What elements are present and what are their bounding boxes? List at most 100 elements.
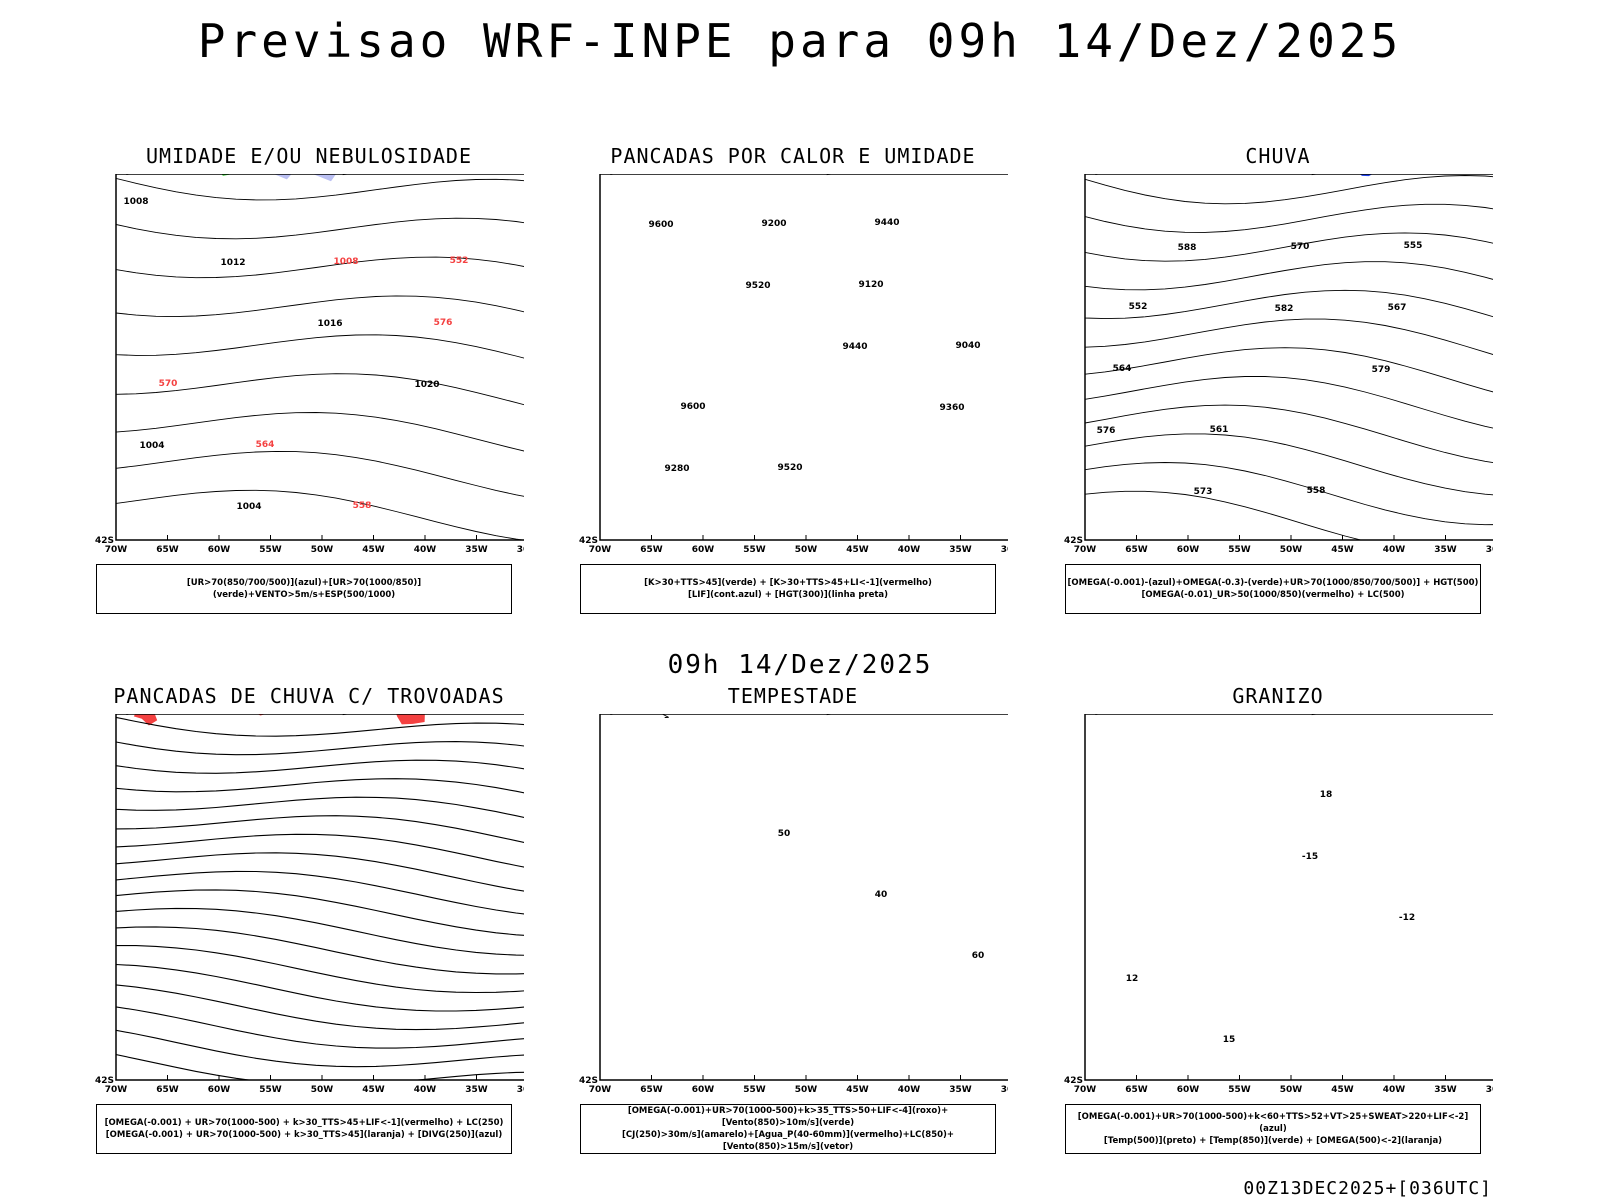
contour-line <box>116 217 524 240</box>
lon-label: 50W <box>311 1085 334 1094</box>
contour-line <box>116 852 524 892</box>
contour-line <box>1085 490 1363 540</box>
lon-label: 65W <box>156 545 179 554</box>
lon-label: 60W <box>1177 1085 1200 1094</box>
map-umidade: 12S15S18S21S24S27S30S33S36S39S42S70W65W6… <box>94 174 524 554</box>
lon-label: 45W <box>1331 1085 1354 1094</box>
contour-line <box>116 1054 524 1080</box>
contour-line <box>116 963 524 1012</box>
lon-label: 65W <box>156 1085 179 1094</box>
plot-background <box>1085 174 1493 540</box>
contour-line <box>1085 433 1493 496</box>
contour-label: 567 <box>1388 303 1407 313</box>
panel-title: PANCADAS POR CALOR E UMIDADE <box>610 144 976 168</box>
lon-label: 35W <box>1434 545 1457 554</box>
contour-label: 1016 <box>317 319 342 329</box>
lon-label: 65W <box>1125 545 1148 554</box>
contour-label: 9440 <box>874 218 899 228</box>
contour-label: 564 <box>256 440 275 450</box>
legend-box: [UR>70(850/700/500)](azul)+[UR>70(1000/8… <box>96 564 512 614</box>
map-svg: 12S15S18S21S24S27S30S33S36S39S42S70W65W6… <box>579 714 1008 1094</box>
contour-label: 576 <box>1097 426 1116 436</box>
lon-label: 65W <box>640 545 663 554</box>
lat-label: 42S <box>95 536 114 546</box>
plot-background <box>600 174 1008 540</box>
lon-label: 60W <box>208 1085 231 1094</box>
lon-label: 35W <box>465 545 488 554</box>
shaded-region <box>313 174 337 182</box>
legend-line: [OMEGA(-0.001) + UR>70(1000-500) + k>30_… <box>104 1118 504 1128</box>
legend-line: [CJ(250)>30m/s](amarelo)+[Agua_P(40-60mm… <box>621 1130 955 1152</box>
plot-area <box>1085 174 1493 540</box>
contour-line <box>1085 404 1493 463</box>
lon-label: 50W <box>311 545 334 554</box>
contour-label: 570 <box>1291 242 1310 252</box>
panel-title: TEMPESTADE <box>727 684 859 708</box>
lon-label: 40W <box>898 1085 921 1094</box>
contour-line <box>116 1029 524 1068</box>
contour-line <box>116 412 524 452</box>
lon-label: 45W <box>846 545 869 554</box>
lon-label: 40W <box>1383 545 1406 554</box>
panel-umidade: UMIDADE E/OU NEBULOSIDADE 12S15S18S21S24… <box>94 144 524 614</box>
lon-label: 55W <box>1228 1085 1251 1094</box>
contour-line <box>116 489 524 540</box>
map-svg: 12S15S18S21S24S27S30S33S36S39S42S70W65W6… <box>1064 174 1493 554</box>
contour-label: 561 <box>1210 425 1229 435</box>
lon-label: 30W <box>1001 545 1008 554</box>
contour-label: -12 <box>1399 913 1415 923</box>
map-svg: 12S15S18S21S24S27S30S33S36S39S42S70W65W6… <box>579 174 1008 554</box>
plot-area <box>116 174 524 540</box>
contour-line <box>1085 289 1493 320</box>
lon-label: 40W <box>414 545 437 554</box>
legend-line: [OMEGA(-0.001)+UR>70(1000-500)+k>35_TTS>… <box>627 1106 949 1128</box>
panel-title: CHUVA <box>1245 144 1311 168</box>
map-trovoadas: 12S15S18S21S24S27S30S33S36S39S42S70W65W6… <box>94 714 524 1094</box>
lon-label: 50W <box>1280 1085 1303 1094</box>
contour-label: -15 <box>1302 852 1318 862</box>
panel-title: PANCADAS DE CHUVA C/ TROVOADAS <box>113 684 505 708</box>
contour-label: 40 <box>875 890 888 900</box>
lon-label: 30W <box>1486 545 1493 554</box>
contour-label: 9040 <box>955 341 980 351</box>
contour-line <box>1085 318 1493 355</box>
contour-label: 9600 <box>648 220 673 230</box>
contour-line <box>116 944 524 994</box>
contour-label: 1020 <box>414 380 439 390</box>
lat-label: 42S <box>95 1076 114 1086</box>
contour-label: 573 <box>1194 487 1213 497</box>
contour-line <box>1085 232 1493 262</box>
model-run-label: 00Z13DEC2025+[036UTC] <box>1243 1178 1492 1199</box>
lon-label: 40W <box>1383 1085 1406 1094</box>
contour-label: 1012 <box>220 258 245 268</box>
lon-label: 45W <box>362 545 385 554</box>
lon-label: 50W <box>795 1085 818 1094</box>
contour-label: 582 <box>1275 304 1294 314</box>
lon-label: 50W <box>1280 545 1303 554</box>
contour-label: 9440 <box>842 342 867 352</box>
shaded-region <box>133 714 158 726</box>
contour-label: 570 <box>159 379 178 389</box>
lon-label: 65W <box>640 1085 663 1094</box>
contour-line <box>116 759 524 774</box>
contour-line <box>116 741 524 756</box>
contour-line <box>116 450 524 497</box>
contour-label: 50 <box>778 829 791 839</box>
legend-box: [OMEGA(-0.001)-(azul)+OMEGA(-0.3)-(verde… <box>1065 564 1481 614</box>
lon-label: 35W <box>1434 1085 1457 1094</box>
panel-tempestade: TEMPESTADE 12S15S18S21S24S27S30S33S36S39… <box>578 684 1008 1154</box>
panel-pancadas-calor: PANCADAS POR CALOR E UMIDADE 12S15S18S21… <box>578 144 1008 614</box>
contour-label: 60 <box>972 951 985 961</box>
shaded-region <box>396 714 425 725</box>
map-chuva: 12S15S18S21S24S27S30S33S36S39S42S70W65W6… <box>1063 174 1493 554</box>
lon-label: 55W <box>259 545 282 554</box>
lon-label: 60W <box>208 545 231 554</box>
contour-line <box>116 815 524 843</box>
contour-line <box>116 256 524 279</box>
contour-label: 555 <box>1404 241 1423 251</box>
plot-background <box>116 714 524 1080</box>
contour-label: 9200 <box>761 219 786 229</box>
lon-label: 45W <box>846 1085 869 1094</box>
lon-label: 70W <box>105 545 128 554</box>
contour-label: 552 <box>1129 302 1148 312</box>
